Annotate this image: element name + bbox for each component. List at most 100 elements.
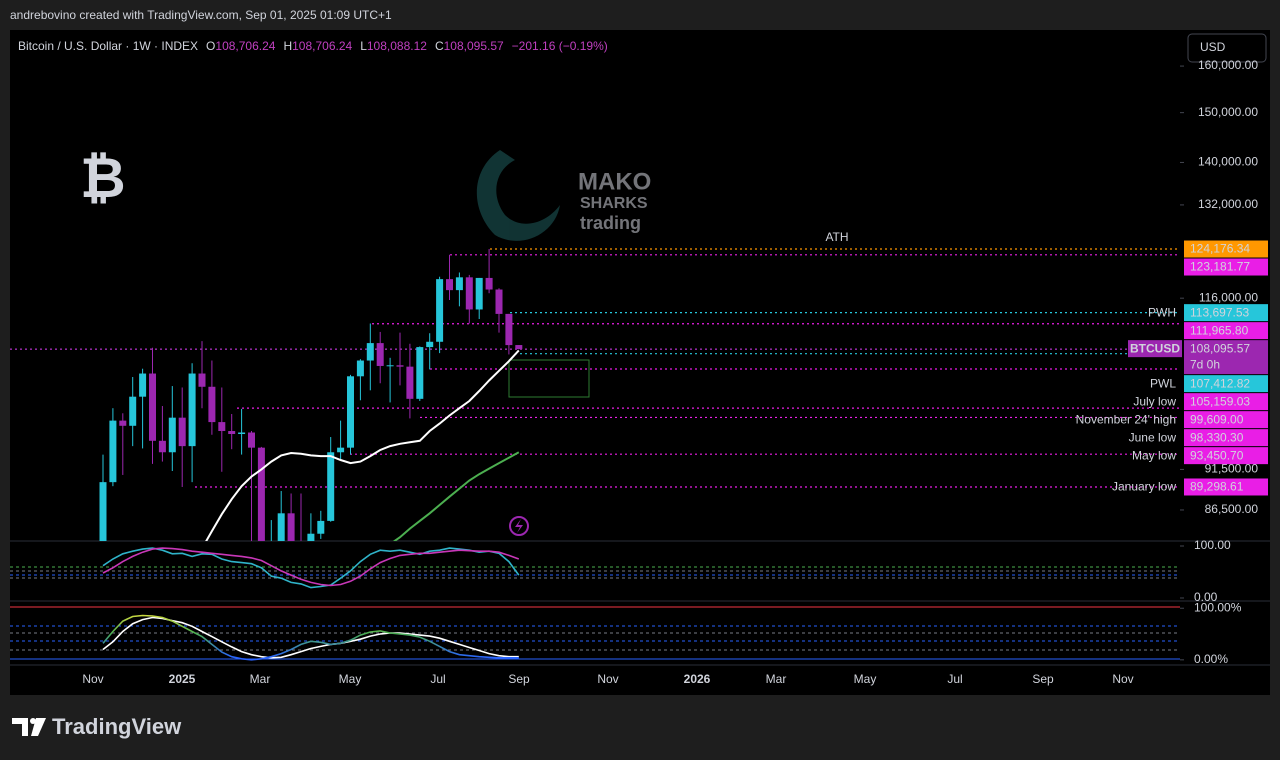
candle-body [228,431,236,435]
level-tag [1184,411,1268,429]
candle-body [366,343,374,361]
chart-area [10,30,1270,695]
brand-mark [12,718,28,736]
level-tag-label: 89,298.61 [1190,480,1244,494]
legend-value: 108,088.12 [367,39,427,53]
level-tag [1184,429,1268,447]
candle-body [188,373,196,447]
candle-body [99,482,107,541]
countdown: 7d 0h [1190,357,1220,371]
candle-body [485,277,493,290]
candle-body [129,396,137,426]
candle-body [119,420,127,426]
legend-key: H [283,39,292,53]
currency-button[interactable] [1187,33,1267,63]
candle-body [158,440,166,453]
candle-body [505,313,513,346]
level-name: PWH [1148,305,1176,319]
x-tick-label: May [854,672,877,686]
candle-body [327,452,335,521]
level-tag [1184,393,1268,411]
candle-body [347,376,354,448]
last-price-tag [1184,340,1268,375]
level-name: ATH [825,230,848,244]
candle-body [426,341,434,348]
x-tick-label: May [339,672,362,686]
candle-body [337,447,345,453]
y-tick-label: 100.00 [1194,538,1231,552]
candle-body [139,373,147,397]
candle-body [416,347,424,399]
level-tag-label: 105,159.03 [1190,394,1250,408]
legend-key: O [206,39,215,53]
brand-name: TradingView [52,714,182,739]
x-tick-label: Jul [430,672,445,686]
level-tag-label: 107,412.82 [1190,376,1250,390]
level-tag [1184,375,1268,393]
x-tick-label: Sep [1032,672,1054,686]
indicator-line [102,614,519,661]
candle-body [446,279,453,291]
candle-body [317,520,325,534]
watermark-shark [476,150,560,241]
moving-average [205,349,520,541]
candle-body [248,432,255,448]
x-tick-label: Nov [1112,672,1133,686]
y-tick-label: 140,000.00 [1198,155,1258,169]
event-icon [509,516,529,536]
candle-body [406,366,414,399]
legend-value: 108,706.24 [215,39,275,53]
x-tick-label: Mar [766,672,787,686]
candle-body [198,373,206,387]
watermark-text: trading [580,213,641,233]
candle-body [168,417,176,453]
candle-body [178,417,186,447]
moving-average [392,451,520,541]
y-tick-label: 160,000.00 [1198,58,1258,72]
watermark-text: MAKO [578,168,651,195]
candle-body [495,289,503,314]
legend-key: L [360,39,367,53]
legend-value: 108,095.57 [444,39,504,53]
candle-body [238,432,246,435]
candle-body [109,420,117,483]
candle-body [465,277,473,310]
candle-body [455,277,463,291]
y-tick-label: 0.00% [1194,652,1228,666]
level-tag-label: 113,697.53 [1190,305,1249,319]
y-tick-label: 132,000.00 [1198,197,1258,211]
level-tag-label: 124,176.34 [1190,242,1250,256]
level-tag [1184,322,1268,340]
y-tick-label: 0.00 [1194,590,1218,604]
brand-mark [31,718,46,736]
level-tag [1184,258,1268,276]
btc-icon: ₿ [80,146,126,209]
level-tag-label: 123,181.77 [1190,260,1250,274]
drawing-box [508,359,590,398]
indicator-panes [102,547,520,661]
level-name: November 24' high [1076,412,1176,426]
candle-body [208,386,216,423]
x-tick-label: Nov [82,672,103,686]
y-tick-label: 100.00% [1194,600,1242,614]
level-tag-label: 111,965.80 [1190,323,1249,337]
candle-body [396,365,404,367]
legend-change: −201.16 (−0.19%) [512,39,608,53]
candle-body [257,447,265,541]
candle-body [515,345,523,350]
level-name: May low [1132,448,1176,462]
level-tag-label: 93,450.70 [1190,448,1244,462]
x-tick-label: Mar [250,672,271,686]
legend-value: 108,706.24 [292,39,352,53]
candle-body [436,279,444,342]
level-name: June low [1129,430,1177,444]
legend-key: C [435,39,444,53]
header-caption: andrebovino created with TradingView.com… [10,8,392,22]
level-tag [1184,478,1268,496]
last-symbol-tag [1128,340,1182,358]
indicator-line [102,547,520,587]
brand-logo: TradingView [12,714,182,739]
level-name: January low [1112,480,1176,494]
x-tick-label: 2025 [169,672,196,686]
candle-body [287,513,295,541]
